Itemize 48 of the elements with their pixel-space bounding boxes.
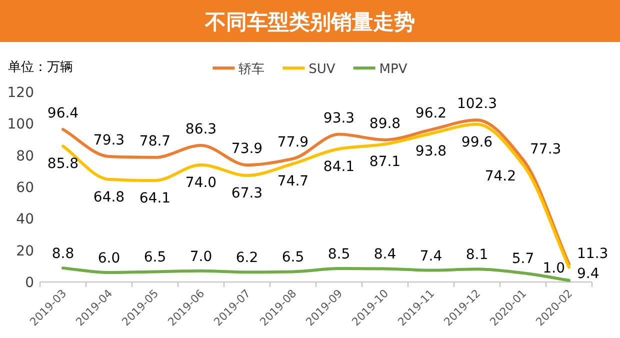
data-label: 6.5	[144, 250, 166, 266]
data-label: 64.8	[93, 189, 125, 206]
y-tick-label: 60	[16, 180, 34, 196]
data-label: 93.8	[415, 143, 447, 160]
data-label: 74.0	[185, 174, 217, 191]
y-tick-label: 120	[7, 85, 34, 101]
y-tick-label: 80	[16, 148, 34, 164]
data-label: 102.3	[456, 96, 498, 112]
data-label: 86.3	[185, 121, 217, 138]
data-label: 8.5	[328, 246, 350, 263]
y-tick-label: 0	[25, 275, 34, 291]
data-label: 74.7	[277, 174, 309, 190]
data-label: 74.2	[484, 168, 516, 185]
data-label: 5.7	[512, 250, 534, 267]
y-tick-label: 40	[16, 212, 34, 228]
data-label: 78.7	[139, 133, 171, 150]
data-label: 84.1	[323, 158, 355, 175]
text: 单位：万辆	[8, 60, 73, 75]
data-label: 6.2	[236, 250, 258, 266]
data-label: 89.8	[369, 116, 401, 132]
data-label: 73.9	[231, 140, 263, 157]
data-label: 8.8	[52, 246, 74, 262]
data-label: 85.8	[47, 156, 79, 172]
chart-title: 不同车型类别销量走势	[204, 10, 415, 34]
data-label: 11.3	[577, 246, 608, 262]
data-label: 96.2	[415, 106, 447, 122]
data-label: 87.1	[369, 154, 401, 170]
data-label: 7.0	[190, 248, 212, 265]
y-tick-label: 20	[16, 243, 34, 260]
data-label: 77.9	[277, 134, 309, 151]
data-label: 6.0	[98, 250, 120, 266]
data-label: 67.3	[231, 185, 263, 202]
data-label: 6.5	[282, 250, 304, 266]
legend-label: MPV	[379, 62, 408, 77]
y-tick-label: 100	[7, 116, 34, 133]
data-label: 7.4	[420, 248, 442, 264]
data-label: 96.4	[47, 105, 79, 122]
data-label: 77.3	[530, 142, 562, 158]
data-label: 64.1	[139, 190, 171, 207]
data-label: 8.4	[374, 246, 396, 263]
legend-label: SUV	[308, 62, 336, 77]
data-label: 79.3	[93, 132, 125, 148]
data-label: 99.6	[461, 134, 493, 150]
data-label: 8.1	[466, 247, 488, 264]
legend-label: 轿车	[238, 62, 265, 77]
data-label: 9.4	[577, 266, 600, 282]
data-label: 1.0	[542, 260, 565, 276]
data-label: 93.3	[323, 110, 355, 126]
